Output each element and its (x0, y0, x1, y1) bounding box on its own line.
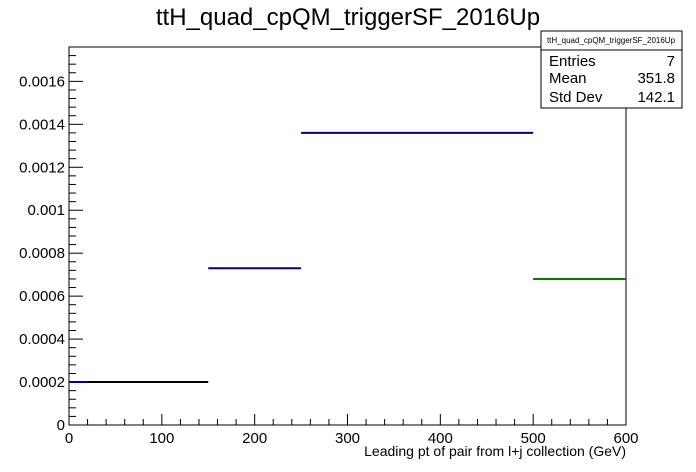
x-tick-label: 400 (428, 430, 453, 447)
x-tick-label: 200 (242, 430, 267, 447)
y-tick-label: 0.0004 (19, 331, 65, 348)
x-tick-label: 500 (521, 430, 546, 447)
axes: 0 100 200 300 400 500 600 00.00020.00040.00060… (19, 46, 639, 447)
y-axis-tick-labels: 0 0.0002 0.0004 0.0006 0.0008 0.001 0.0012 0.00… (19, 73, 65, 434)
x-axis-ticks (68, 414, 627, 425)
x-tick-label: 0 (65, 430, 73, 447)
y-tick-label: 0.001 (27, 202, 65, 219)
y-tick-label: 0.0014 (19, 116, 65, 133)
x-tick-label: 300 (335, 430, 360, 447)
chart-title: ttH_quad_cpQM_triggerSF_2016Up (156, 4, 540, 31)
stats-stddev-value: 142.1 (637, 89, 675, 106)
y-axis-ticks (69, 46, 83, 426)
x-tick-label: 600 (613, 430, 638, 447)
stats-entries-value: 7 (667, 53, 675, 70)
stats-mean-value: 351.8 (637, 70, 675, 87)
y-tick-label: 0.0008 (19, 245, 65, 262)
x-axis-label: Leading pt of pair from l+j collection (… (364, 443, 626, 459)
stats-box-frame (540, 30, 683, 109)
stats-mean-label: Mean (549, 70, 587, 87)
y-tick-label: 0.0002 (19, 374, 65, 391)
x-axis-tick-labels: 0 100 200 300 400 500 600 (65, 430, 639, 447)
y-tick-label: 0.0006 (19, 288, 65, 305)
histogram-bins (69, 131, 626, 384)
stats-stddev-label: Std Dev (549, 89, 603, 106)
stats-box-title: ttH_quad_cpQM_triggerSF_2016Up (547, 36, 676, 45)
x-tick-label: 100 (149, 430, 174, 447)
y-tick-label: 0.0016 (19, 73, 65, 90)
y-tick-label: 0 (57, 417, 65, 434)
stats-box: ttH_quad_cpQM_triggerSF_2016Up Entries 7… (540, 30, 683, 109)
y-tick-label: 0.0012 (19, 159, 65, 176)
stats-entries-label: Entries (549, 53, 596, 70)
